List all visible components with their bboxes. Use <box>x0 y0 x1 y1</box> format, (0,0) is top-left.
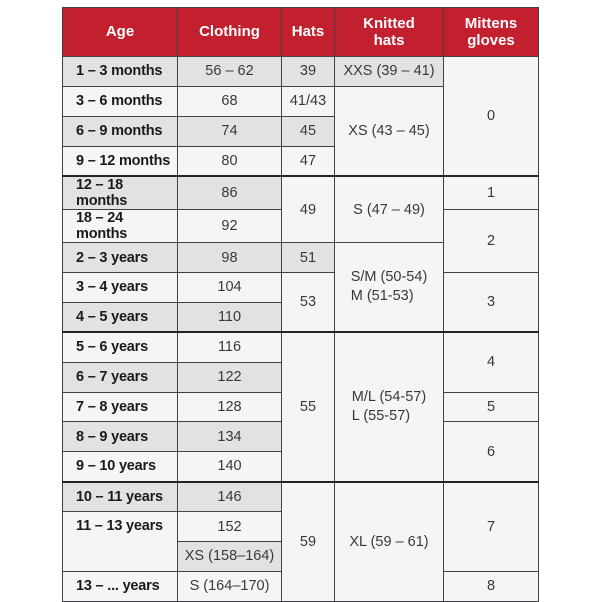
knitted-hats-cell-label: M/L (54-57) L (55-57) <box>351 389 427 424</box>
size-chart: Age Clothing Hats Knitted hats Mittens g… <box>62 7 539 602</box>
mittens-gloves-cell: 3 <box>443 271 539 333</box>
table-row: 6 – 7 years 122 <box>62 361 539 393</box>
hats-cell: 39 <box>281 56 335 87</box>
clothing-cell: 122 <box>177 361 282 393</box>
age-cell: 6 – 7 years <box>62 361 178 393</box>
age-cell: 10 – 11 years <box>62 480 178 513</box>
knitted-hats-cell: S/M (50-54) M (51-53) <box>334 242 444 333</box>
knitted-hats-cell: XL (59 – 61) <box>334 480 444 602</box>
knitted-hats-cell: XXS (39 – 41) <box>334 56 444 87</box>
table-row: 4 – 5 years 110 <box>62 301 539 333</box>
mittens-gloves-cell: 2 <box>443 209 539 273</box>
age-cell: 11 – 13 years <box>62 511 178 572</box>
clothing-cell: 80 <box>177 145 282 177</box>
hats-cell: 55 <box>281 331 335 483</box>
hats-cell: 49 <box>281 175 335 244</box>
clothing-cell: 140 <box>177 451 282 483</box>
hats-cell: 41/43 <box>281 85 335 117</box>
age-cell: 9 – 10 years <box>62 451 178 483</box>
mittens-gloves-cell: 4 <box>443 331 539 393</box>
age-cell: 2 – 3 years <box>62 242 178 273</box>
age-cell: 9 – 12 months <box>62 145 178 177</box>
knitted-hats-cell-label: S/M (50-54) M (51-53) <box>350 269 428 305</box>
table-row: 9 – 10 years 140 <box>62 451 539 483</box>
clothing-cell: S (164–170) <box>177 570 282 602</box>
table-row: 9 – 12 months 80 47 <box>62 145 539 177</box>
hats-cell: 51 <box>281 242 335 273</box>
mittens-gloves-cell: 7 <box>443 480 539 572</box>
age-cell: 12 – 18 months <box>62 175 178 211</box>
col-header-knitted-hats: Knitted hats <box>334 7 444 57</box>
col-header-clothing: Clothing <box>177 7 282 57</box>
col-header-knitted-hats-label: Knitted hats <box>363 14 415 49</box>
size-chart-table: Age Clothing Hats Knitted hats Mittens g… <box>62 7 539 602</box>
clothing-cell: 74 <box>177 115 282 147</box>
clothing-cell: 110 <box>177 301 282 333</box>
table-row: 3 – 4 years 104 53 3 <box>62 271 539 333</box>
mittens-gloves-cell: 8 <box>443 570 539 602</box>
table-row: 7 – 8 years 128 5 <box>62 391 539 423</box>
hats-cell: 53 <box>281 271 335 333</box>
col-header-mittens-gloves: Mittens gloves <box>443 7 539 57</box>
hats-cell: 47 <box>281 145 335 177</box>
table-row: 18 – 24 months 92 2 <box>62 209 539 273</box>
clothing-cell: 104 <box>177 271 282 303</box>
table-row: XS (158–164) <box>63 540 539 572</box>
table-row: 6 – 9 months 74 45 <box>62 115 539 147</box>
mittens-gloves-cell: 1 <box>443 175 539 211</box>
age-cell: 1 – 3 months <box>62 56 178 87</box>
table-row: 10 – 11 years 146 59 XL (59 – 61) 7 <box>62 480 539 602</box>
clothing-cell: 146 <box>177 480 282 513</box>
age-cell: 5 – 6 years <box>62 331 178 363</box>
age-cell: 7 – 8 years <box>62 391 178 423</box>
table-row: 12 – 18 months 86 49 S (47 – 49) 1 <box>62 175 539 244</box>
table-row: 8 – 9 years 134 6 <box>62 421 539 483</box>
table-row: 1 – 3 months 56 – 62 39 XXS (39 – 41) 0 <box>62 56 539 177</box>
knitted-hats-cell: XS (43 – 45) <box>334 85 444 177</box>
clothing-cell: 56 – 62 <box>177 56 282 87</box>
age-cell: 18 – 24 months <box>62 209 178 244</box>
clothing-cell: 92 <box>177 209 282 244</box>
clothing-cell: XS (158–164) <box>177 540 282 572</box>
clothing-cell: 98 <box>177 242 282 273</box>
age-cell: 4 – 5 years <box>62 301 178 333</box>
knitted-hats-cell: S (47 – 49) <box>334 175 444 244</box>
mittens-gloves-cell: 6 <box>443 421 539 483</box>
clothing-cell: 128 <box>177 391 282 423</box>
table-row: 3 – 6 months 68 41/43 XS (43 – 45) <box>62 85 539 177</box>
age-cell: 8 – 9 years <box>62 421 178 453</box>
clothing-cell: 152 <box>177 511 282 542</box>
table-row: 5 – 6 years 116 55 M/L (54-57) L (55-57)… <box>62 331 539 483</box>
table-row: 2 – 3 years 98 51 S/M (50-54) M (51-53) <box>62 242 539 333</box>
clothing-cell: 68 <box>177 85 282 117</box>
clothing-cell: 86 <box>177 175 282 211</box>
clothing-cell: 134 <box>177 421 282 453</box>
header-row: Age Clothing Hats Knitted hats Mittens g… <box>62 7 539 57</box>
mittens-gloves-cell: 0 <box>443 56 539 177</box>
col-header-hats: Hats <box>281 7 335 57</box>
mittens-gloves-cell: 5 <box>443 391 539 423</box>
knitted-hats-cell: M/L (54-57) L (55-57) <box>334 331 444 483</box>
clothing-cell: 116 <box>177 331 282 363</box>
age-cell: 3 – 6 months <box>62 85 178 117</box>
hats-cell: 45 <box>281 115 335 147</box>
table-row: 11 – 13 years 152 <box>62 511 539 572</box>
age-cell: 3 – 4 years <box>62 271 178 303</box>
col-header-age: Age <box>62 7 178 57</box>
hats-cell: 59 <box>281 480 335 602</box>
age-cell: 6 – 9 months <box>62 115 178 147</box>
age-cell: 13 – ... years <box>62 570 178 602</box>
table-row: 13 – ... years S (164–170) 8 <box>62 570 539 602</box>
col-header-mittens-gloves-label: Mittens gloves <box>464 14 518 49</box>
